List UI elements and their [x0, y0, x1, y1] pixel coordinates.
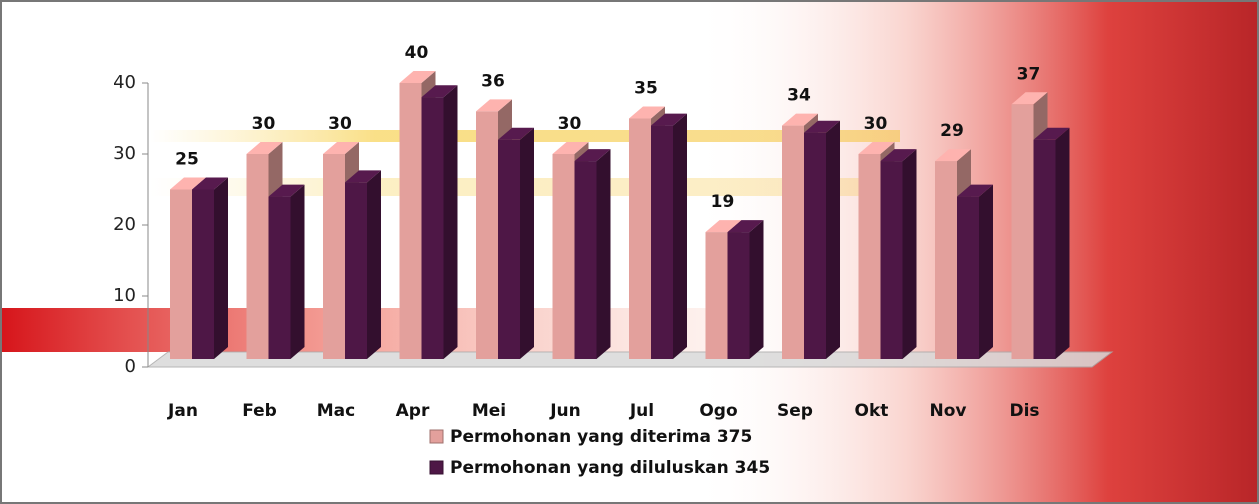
bar-front [651, 126, 673, 359]
x-tick-label: Jul [629, 401, 654, 421]
bar-side [520, 128, 534, 359]
value-label: 30 [558, 114, 582, 134]
bar-front [881, 161, 903, 359]
bar-side [214, 178, 228, 360]
bar-front [192, 190, 214, 360]
x-tick-label: Ogo [699, 401, 737, 421]
legend-swatch [430, 461, 443, 474]
legend-label: Permohonan yang diluluskan 345 [450, 458, 770, 478]
bar-side [826, 121, 840, 359]
value-label: 36 [481, 71, 505, 91]
bar-front [575, 161, 597, 359]
bar-front [498, 140, 520, 359]
bar-front [782, 126, 804, 359]
bar [1034, 128, 1070, 359]
value-label: 19 [711, 192, 735, 212]
bar-side [750, 220, 764, 359]
bar-front [170, 190, 192, 360]
bar-side [673, 114, 687, 359]
bar [575, 149, 611, 359]
bar [422, 85, 458, 359]
bar-side [597, 149, 611, 359]
y-tick-label: 10 [113, 285, 136, 306]
bar-front [1012, 104, 1034, 359]
bar [498, 128, 534, 359]
y-tick-label: 20 [113, 214, 136, 235]
x-tick-label: Jun [549, 401, 581, 421]
bar-front [400, 83, 422, 359]
x-tick-label: Mei [472, 401, 506, 421]
bar [728, 220, 764, 359]
bar-front [269, 197, 291, 359]
bar-front [957, 197, 979, 359]
bar-front [422, 97, 444, 359]
x-tick-label: Okt [855, 401, 889, 421]
value-label: 30 [864, 114, 888, 134]
bar-side [367, 170, 381, 359]
chart: 0 10 20 30 40 Jan 25 Feb 30 Mac 30 Apr 40 Mei 36 Jun 30 J… [0, 0, 1259, 504]
bar-front [1034, 140, 1056, 359]
x-tick-label: Feb [242, 401, 277, 421]
bar [881, 149, 917, 359]
value-label: 25 [175, 150, 199, 170]
bar-front [323, 154, 345, 359]
bar-front [476, 111, 498, 359]
bar-side [903, 149, 917, 359]
bar-front [247, 154, 269, 359]
bar-front [629, 119, 651, 360]
bar-front [804, 133, 826, 359]
value-label: 40 [405, 43, 429, 63]
x-tick-label: Nov [930, 401, 967, 421]
y-tick-label: 40 [113, 72, 136, 93]
y-tick-label: 0 [125, 356, 136, 377]
bar-front [935, 161, 957, 359]
value-label: 29 [940, 121, 964, 141]
bar [269, 185, 305, 359]
x-tick-label: Sep [777, 401, 813, 421]
page: 0 10 20 30 40 Jan 25 Feb 30 Mac 30 Apr 40 Mei 36 Jun 30 J… [0, 0, 1259, 504]
bar-side [291, 185, 305, 359]
legend-label: Permohonan yang diterima 375 [450, 427, 752, 447]
bar-front [345, 182, 367, 359]
value-label: 34 [787, 86, 811, 106]
bar-side [1056, 128, 1070, 359]
x-tick-label: Jan [167, 401, 198, 421]
bar-front [706, 232, 728, 359]
bar [192, 178, 228, 360]
bar-front [728, 232, 750, 359]
x-tick-label: Mac [317, 401, 355, 421]
bar [804, 121, 840, 359]
value-label: 30 [328, 114, 352, 134]
value-label: 35 [634, 79, 658, 99]
y-tick-label: 30 [113, 143, 136, 164]
bar [651, 114, 687, 359]
bar [345, 170, 381, 359]
x-tick-label: Apr [396, 401, 430, 421]
bar-side [444, 85, 458, 359]
bar [957, 185, 993, 359]
value-label: 37 [1017, 64, 1041, 84]
legend-swatch [430, 430, 443, 443]
bar-side [979, 185, 993, 359]
x-tick-label: Dis [1009, 401, 1039, 421]
bar-front [859, 154, 881, 359]
bar-front [553, 154, 575, 359]
value-label: 30 [252, 114, 276, 134]
